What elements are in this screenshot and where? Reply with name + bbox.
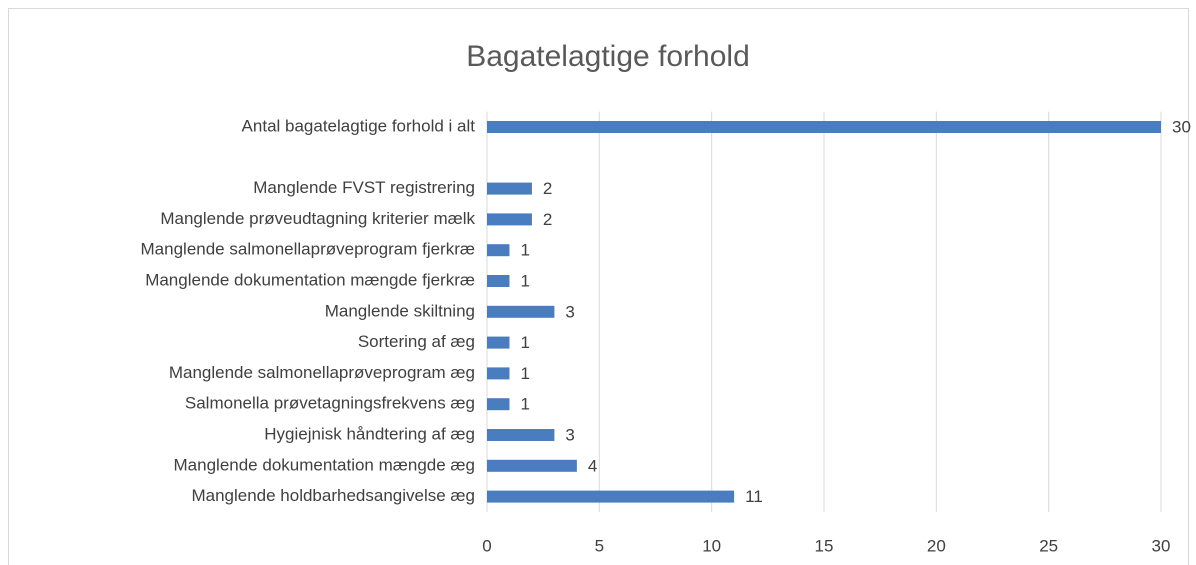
y-tick-label: Antal bagatelagtige forhold i alt — [242, 116, 476, 135]
data-label: 3 — [565, 425, 574, 444]
bar — [487, 336, 510, 349]
y-tick-label: Manglende skiltning — [325, 301, 475, 320]
data-label: 1 — [520, 333, 529, 352]
data-label: 11 — [745, 487, 763, 506]
x-tick-label: 10 — [702, 536, 721, 555]
bar — [487, 213, 532, 226]
data-label: 4 — [588, 456, 597, 475]
x-tick-label: 15 — [815, 536, 834, 555]
y-tick-label: Manglende dokumentation mængde æg — [174, 455, 475, 474]
data-label: 3 — [565, 302, 574, 321]
data-label: 1 — [520, 364, 529, 383]
bar — [487, 429, 555, 441]
bar — [487, 244, 510, 257]
data-label: 1 — [520, 395, 529, 414]
bar — [487, 490, 735, 503]
x-tick-label: 25 — [1039, 536, 1058, 555]
x-tick-label: 0 — [482, 536, 491, 555]
data-label: 2 — [543, 210, 552, 229]
chart-title: Bagatelagtige forhold — [466, 40, 750, 73]
bar — [487, 121, 1161, 133]
chart-border — [8, 8, 1189, 565]
data-label: 1 — [520, 271, 529, 290]
y-tick-label: Sortering af æg — [358, 332, 475, 351]
bar — [487, 398, 510, 411]
bar — [487, 459, 577, 472]
y-tick-label: Manglende salmonellaprøveprogram fjerkræ — [141, 240, 475, 259]
y-tick-label: Hygiejnisk håndtering af æg — [264, 424, 475, 443]
y-tick-label: Manglende holdbarhedsangivelse æg — [191, 486, 475, 505]
data-label: 30 — [1172, 117, 1191, 136]
x-tick-label: 5 — [595, 536, 604, 555]
x-tick-label: 20 — [927, 536, 946, 555]
x-tick-label: 30 — [1152, 536, 1171, 555]
bar — [487, 305, 555, 318]
y-tick-label: Manglende prøveudtagning kriterier mælk — [160, 209, 475, 228]
bar — [487, 275, 510, 287]
y-tick-label: Manglende salmonellaprøveprogram æg — [169, 363, 475, 382]
y-tick-label: Manglende dokumentation mængde fjerkræ — [145, 270, 475, 289]
data-label: 2 — [543, 179, 552, 198]
y-tick-label: Salmonella prøvetagningsfrekvens æg — [185, 394, 475, 413]
y-tick-label: Manglende FVST registrering — [253, 178, 475, 197]
bar — [487, 182, 532, 195]
bar — [487, 367, 510, 380]
data-label: 1 — [520, 241, 529, 260]
